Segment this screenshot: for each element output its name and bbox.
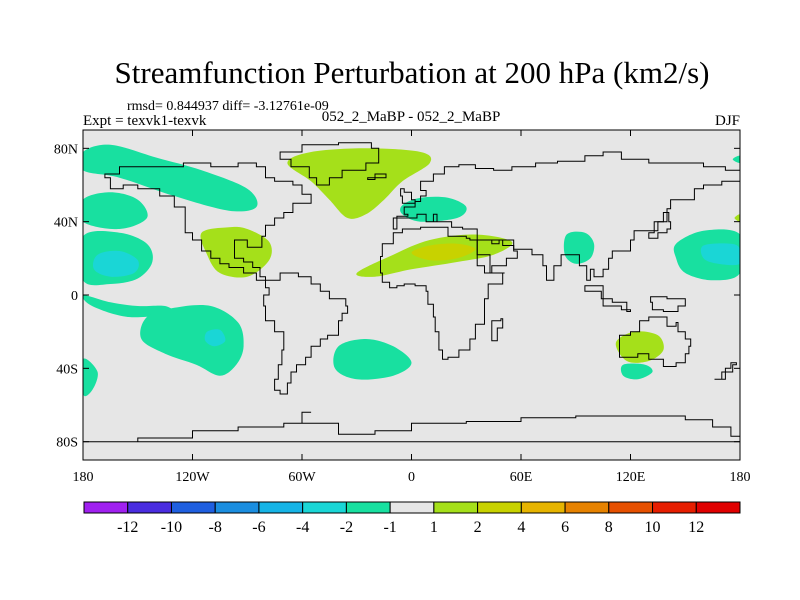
contour-anomaly-arctic-east (732, 155, 740, 164)
x-tick-label: 0 (408, 470, 415, 485)
coastline-antarctica (83, 411, 740, 443)
colorbar-label: -12 (117, 519, 138, 536)
chart-title: Streamfunction Perturbation at 200 hPa (… (115, 55, 710, 90)
coastline-north-america (104, 162, 312, 281)
colorbar-label: -4 (296, 519, 309, 536)
y-tick-label: 80N (54, 142, 78, 157)
x-tick-label: 120W (175, 470, 210, 485)
colorbar-label: 2 (474, 519, 482, 536)
coastline-iceland (367, 173, 387, 180)
y-tick-label: 80S (56, 436, 78, 451)
contour-anomaly-atlantic-east-small (734, 214, 740, 222)
colorbar-label: 8 (605, 519, 613, 536)
colorbar-swatch (652, 501, 697, 514)
contour-anomaly-s-atlantic-mid (333, 339, 412, 380)
contour-anomaly-n-atlantic-high (287, 148, 432, 219)
coastline-madagascar (491, 318, 504, 342)
contour-anomaly-asia-sub (563, 231, 595, 264)
colorbar-swatch (127, 501, 172, 514)
contour-anomaly-n-america-pos (200, 226, 272, 278)
colorbar-swatch (564, 501, 610, 514)
x-axis: 180 120W 60W 0 60E 120E 180 (73, 130, 751, 485)
contour-anomaly-n-pacific-mid (83, 192, 148, 230)
colorbar-swatch (258, 501, 304, 514)
y-tick-label: 0 (71, 289, 78, 304)
contour-anomaly-s-pacific-tropic (83, 294, 174, 318)
colorbar-swatch (345, 501, 391, 514)
contour-regions (83, 144, 740, 397)
colorbar-swatch (520, 501, 566, 514)
contour-anomaly-n-pacific-high (83, 144, 258, 212)
season-label: DJF (715, 113, 740, 129)
coastline-africa (380, 226, 505, 360)
colorbar-label: -1 (383, 519, 396, 536)
colorbar-label: -10 (161, 519, 182, 536)
y-tick-label: 40S (56, 362, 78, 377)
coastline-new-zealand (714, 362, 737, 380)
coastline-arabia (476, 239, 518, 274)
colorbar-swatch (302, 501, 347, 514)
x-tick-label: 180 (73, 470, 94, 485)
x-tick-label: 60W (288, 470, 316, 485)
x-tick-label: 180 (730, 470, 751, 485)
y-tick-label: 40N (54, 216, 78, 231)
contour-anomaly-s-pacific-mid-core (204, 329, 226, 347)
colorbar-swatch (170, 501, 216, 514)
colorbar-label: 12 (688, 519, 704, 536)
coastline-australia (619, 316, 692, 367)
colorbar-label: 4 (517, 519, 525, 536)
colorbar-swatch (433, 501, 479, 514)
case-label: 052_2_MaBP - 052_2_MaBP (322, 109, 501, 125)
colorbar-label: 10 (645, 519, 661, 536)
colorbar-label: -8 (209, 519, 222, 536)
colorbar: -12 -10 -8 -6 -4 -2 -1 1 2 4 6 8 10 12 (83, 501, 741, 536)
coastline-greenland (279, 142, 380, 186)
colorbar-label: -2 (340, 519, 353, 536)
coastline-new-guinea (650, 296, 686, 312)
coastline-japan (648, 212, 672, 239)
y-axis: 80N 40N 0 40S 80S (54, 142, 740, 451)
coastline (83, 142, 740, 443)
x-tick-label: 60E (510, 470, 533, 485)
contour-anomaly-australia-south (620, 363, 653, 380)
x-tick-label: 120E (616, 470, 646, 485)
colorbar-label: -6 (252, 519, 265, 536)
colorbar-swatch (477, 501, 522, 514)
colorbar-swatch (695, 501, 741, 514)
coastline-indonesia (584, 285, 631, 312)
contour-anomaly-n-pacific-sub-core (92, 250, 139, 277)
stats-label: rmsd= 0.844937 diff= -3.12761e-09 (127, 99, 329, 114)
colorbar-swatch (214, 501, 260, 514)
contour-anomaly-australia-pos (615, 331, 664, 363)
contour-anomaly-w-pacific-core (700, 243, 740, 266)
coastline-south-america (263, 272, 349, 395)
contour-anomaly-s-pacific-mid (140, 304, 244, 376)
experiment-label: Expt = texvk1-texvk (83, 113, 207, 129)
colorbar-label: 6 (561, 519, 569, 536)
colorbar-swatch (608, 501, 654, 514)
contour-anomaly-africa-core (411, 243, 476, 261)
coastline-uk (400, 188, 416, 204)
colorbar-label: 1 (430, 519, 438, 536)
colorbar-swatch (389, 501, 435, 514)
colorbar-swatch (83, 501, 129, 514)
